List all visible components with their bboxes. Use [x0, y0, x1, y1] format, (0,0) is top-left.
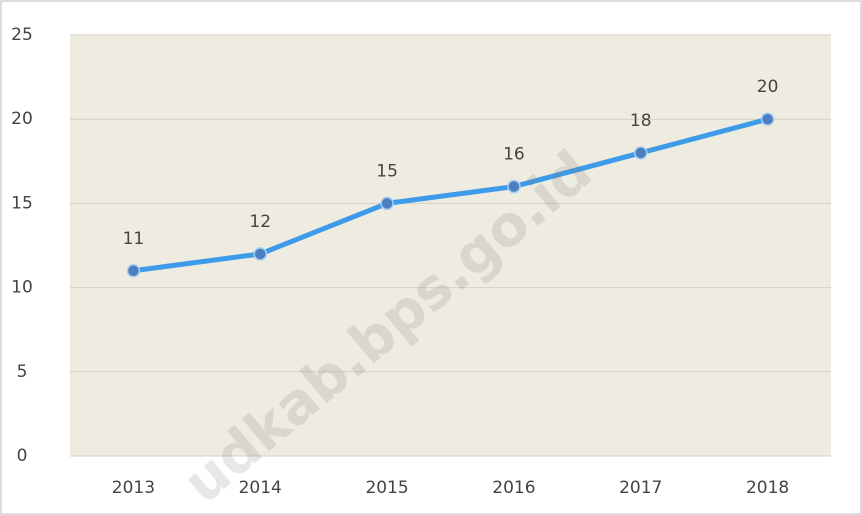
data-label: 12	[249, 212, 271, 232]
data-label: 18	[630, 111, 652, 131]
marker	[760, 112, 775, 126]
marker	[253, 247, 267, 261]
data-label: 15	[376, 161, 398, 181]
x-tick-label: 2017	[619, 478, 662, 498]
data-label: 20	[757, 77, 779, 97]
y-tick-label: 15	[11, 193, 33, 213]
y-tick-label: 10	[11, 278, 33, 298]
x-tick-label: 2016	[492, 478, 535, 498]
line	[133, 116, 769, 274]
marker	[126, 264, 141, 278]
marker	[634, 146, 648, 160]
y-tick-label: 25	[11, 25, 33, 45]
data-label: 16	[503, 145, 525, 165]
y-tick-label: 5	[17, 362, 28, 382]
plot-area	[70, 35, 831, 456]
y-tick-label: 20	[11, 109, 33, 129]
x-tick-label: 2013	[112, 478, 155, 498]
marker	[507, 179, 521, 194]
data-label: 11	[123, 229, 145, 249]
y-tick-label: 0	[17, 446, 28, 466]
marker	[380, 196, 394, 211]
x-tick-label: 2014	[239, 478, 282, 498]
x-tick-label: 2015	[365, 478, 408, 498]
x-tick-label: 2018	[746, 478, 789, 498]
